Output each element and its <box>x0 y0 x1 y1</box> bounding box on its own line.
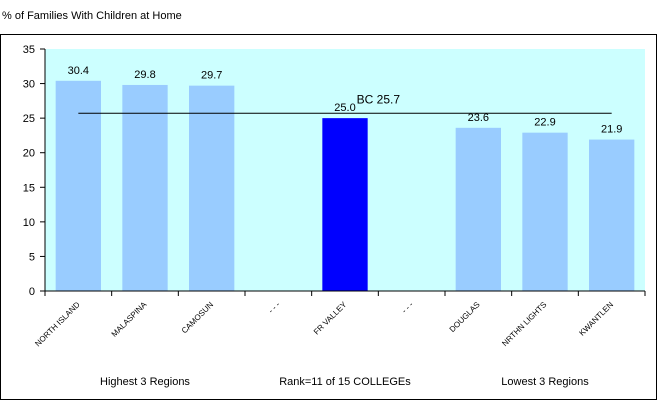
bar <box>189 85 235 291</box>
group-label: Rank=11 of 15 COLLEGEs <box>279 376 411 388</box>
group-label: Highest 3 Regions <box>100 376 190 388</box>
page-title: % of Families With Children at Home <box>2 10 182 22</box>
bar <box>522 132 568 291</box>
bar <box>455 127 501 291</box>
x-tick-label: NRTHN LIGHTS <box>500 300 548 348</box>
chart-frame: 30.4 29.8 29.7 25.0 23.6 22.9 21.9 0 5 10 15 20 25 30… <box>0 34 657 400</box>
x-tick-label: CAMOSUN <box>180 300 215 335</box>
y-tick-label: 5 <box>29 251 35 263</box>
data-label: 21.9 <box>601 124 622 136</box>
x-tick-label: MALASPINA <box>110 300 149 339</box>
group-label: Lowest 3 Regions <box>501 376 589 388</box>
x-tick-label: - - - <box>400 300 415 315</box>
bar <box>122 84 168 291</box>
data-label: 29.7 <box>201 70 222 82</box>
x-tick-label: DOUGLAS <box>448 300 482 334</box>
data-label: 22.9 <box>534 117 555 129</box>
x-tick-label: - - - <box>267 300 282 315</box>
x-tick-label: KWANTLEN <box>577 300 615 338</box>
bar-chart: 30.4 29.8 29.7 25.0 23.6 22.9 21.9 0 5 10 15 20 25 30… <box>23 44 646 388</box>
data-label: 29.8 <box>134 69 155 81</box>
data-label: 23.6 <box>468 112 489 124</box>
bar <box>589 139 635 291</box>
data-label: 25.0 <box>334 102 355 114</box>
reference-line-label: BC 25.7 <box>357 92 401 106</box>
y-tick-label: 20 <box>23 148 35 160</box>
data-label: 30.4 <box>68 65 89 77</box>
x-tick-label: FR VALLEY <box>312 300 349 337</box>
bar <box>322 118 368 292</box>
y-tick-label: 10 <box>23 217 35 229</box>
x-tick-label: NORTH ISLAND <box>33 300 82 349</box>
y-tick-label: 35 <box>23 44 35 56</box>
y-tick-label: 15 <box>23 182 35 194</box>
y-tick-label: 30 <box>23 79 35 91</box>
y-tick-label: 0 <box>29 286 35 298</box>
bar <box>55 80 101 291</box>
y-tick-label: 25 <box>23 113 35 125</box>
